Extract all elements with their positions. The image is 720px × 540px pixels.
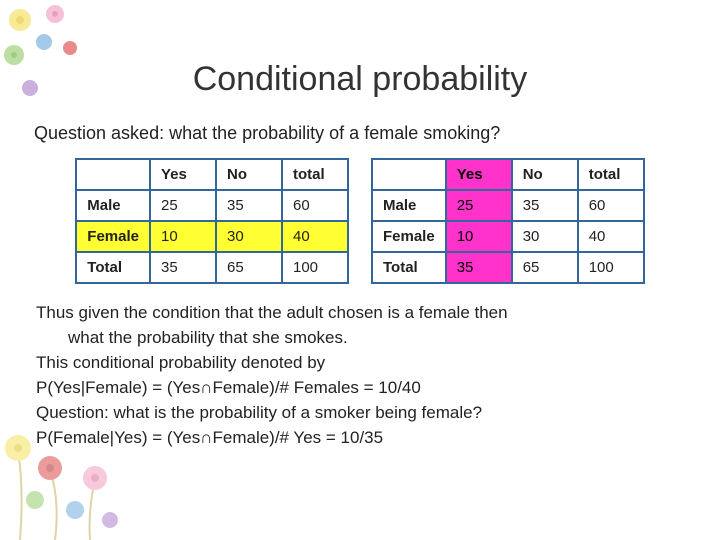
table-cell: 100: [282, 252, 348, 283]
table-row: Total3565100: [372, 252, 644, 283]
body-line-5: P(Female|Yes) = (Yes∩Female)/# Yes = 10/…: [36, 427, 684, 450]
table-row: Male253560: [372, 190, 644, 221]
table-row: Female103040: [76, 221, 348, 252]
table-cell: 35: [216, 190, 282, 221]
question-text: Question asked: what the probability of …: [34, 123, 690, 144]
table-cell: 25: [446, 190, 512, 221]
table-cell: 100: [578, 252, 644, 283]
table-cell: 40: [282, 221, 348, 252]
table-cell: 65: [216, 252, 282, 283]
body-line-1a: Thus given the condition that the adult …: [36, 302, 684, 325]
table-cell: 60: [282, 190, 348, 221]
table-row: Total3565100: [76, 252, 348, 283]
table-header-cell: Yes: [150, 159, 216, 190]
table-header-cell: total: [282, 159, 348, 190]
table-row-label: Female: [76, 221, 150, 252]
slide: Conditional probability Question asked: …: [0, 0, 720, 540]
table-row-label: Total: [76, 252, 150, 283]
table-header-cell: [372, 159, 446, 190]
table-cell: 35: [446, 252, 512, 283]
table-right: YesNototalMale253560Female103040Total356…: [371, 158, 645, 284]
table-cell: 30: [216, 221, 282, 252]
body-line-3: P(Yes|Female) = (Yes∩Female)/# Females =…: [36, 377, 684, 400]
table-header-cell: No: [216, 159, 282, 190]
table-header-cell: Yes: [446, 159, 512, 190]
table-row: Female103040: [372, 221, 644, 252]
table-row-label: Male: [372, 190, 446, 221]
table-cell: 35: [150, 252, 216, 283]
table-header-cell: [76, 159, 150, 190]
table-cell: 35: [512, 190, 578, 221]
table-row-label: Male: [76, 190, 150, 221]
table-left: YesNototalMale253560Female103040Total356…: [75, 158, 349, 284]
body-line-2: This conditional probability denoted by: [36, 352, 684, 375]
table-cell: 10: [446, 221, 512, 252]
table-header-cell: No: [512, 159, 578, 190]
table-row-label: Total: [372, 252, 446, 283]
table-cell: 25: [150, 190, 216, 221]
body-text: Thus given the condition that the adult …: [36, 302, 684, 450]
table-row: Male253560: [76, 190, 348, 221]
table-header-cell: total: [578, 159, 644, 190]
table-cell: 60: [578, 190, 644, 221]
tables-container: YesNototalMale253560Female103040Total356…: [30, 158, 690, 284]
table-cell: 10: [150, 221, 216, 252]
table-cell: 65: [512, 252, 578, 283]
table-cell: 30: [512, 221, 578, 252]
table-row-label: Female: [372, 221, 446, 252]
table-cell: 40: [578, 221, 644, 252]
slide-title: Conditional probability: [30, 60, 690, 99]
body-line-4: Question: what is the probability of a s…: [36, 402, 684, 425]
body-line-1b: what the probability that she smokes.: [36, 327, 684, 350]
